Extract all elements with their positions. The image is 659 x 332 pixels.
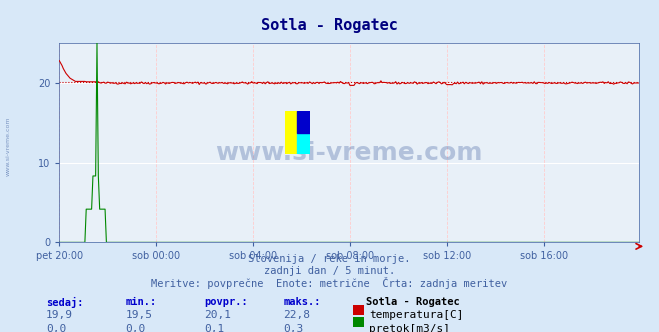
Text: 22,8: 22,8 — [283, 310, 310, 320]
Text: povpr.:: povpr.: — [204, 297, 248, 307]
Text: 0,3: 0,3 — [283, 324, 304, 332]
Text: www.si-vreme.com: www.si-vreme.com — [6, 116, 11, 176]
Text: Sotla - Rogatec: Sotla - Rogatec — [261, 18, 398, 33]
Text: Slovenija / reke in morje.: Slovenija / reke in morje. — [248, 254, 411, 264]
Text: zadnji dan / 5 minut.: zadnji dan / 5 minut. — [264, 266, 395, 276]
Text: 0,0: 0,0 — [46, 324, 67, 332]
Text: 0,0: 0,0 — [125, 324, 146, 332]
Text: Sotla - Rogatec: Sotla - Rogatec — [366, 297, 459, 307]
Bar — [297, 133, 310, 154]
Text: sedaj:: sedaj: — [46, 297, 84, 308]
Text: 20,1: 20,1 — [204, 310, 231, 320]
Text: Meritve: povprečne  Enote: metrične  Črta: zadnja meritev: Meritve: povprečne Enote: metrične Črta:… — [152, 277, 507, 289]
Text: 0,1: 0,1 — [204, 324, 225, 332]
Text: 19,9: 19,9 — [46, 310, 73, 320]
Bar — [297, 111, 310, 133]
Bar — [285, 111, 297, 154]
Text: 19,5: 19,5 — [125, 310, 152, 320]
Text: pretok[m3/s]: pretok[m3/s] — [369, 324, 450, 332]
Text: min.:: min.: — [125, 297, 156, 307]
Text: maks.:: maks.: — [283, 297, 321, 307]
Text: temperatura[C]: temperatura[C] — [369, 310, 463, 320]
Text: www.si-vreme.com: www.si-vreme.com — [215, 141, 483, 165]
